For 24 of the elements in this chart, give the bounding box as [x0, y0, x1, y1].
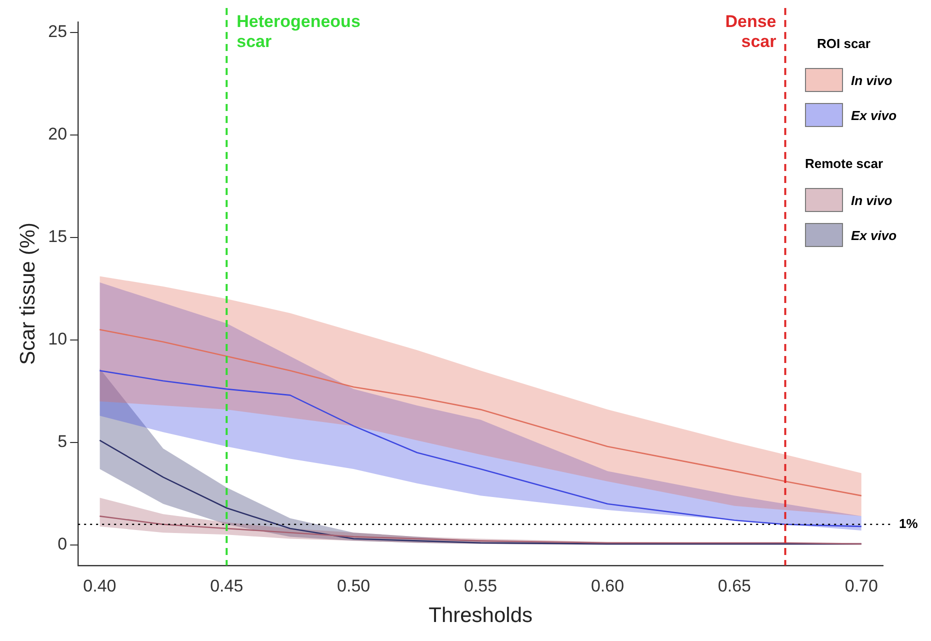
y-tick-label: 15: [48, 226, 68, 246]
ref-line-label: Heterogeneous scar: [236, 12, 360, 52]
ref-line-label: Dense scar: [725, 12, 777, 52]
ref-line-label: 1%: [899, 516, 918, 531]
legend-label: Ex vivo: [851, 108, 897, 122]
x-tick-label: 0.55: [464, 576, 498, 596]
text: Remote scar: [805, 156, 884, 171]
y-tick-label: 0: [58, 534, 68, 554]
x-tick-label: 0.65: [718, 576, 752, 596]
y-tick-label: 5: [58, 432, 68, 452]
x-tick-label: 0.40: [83, 576, 116, 596]
y-tick-label: 20: [48, 124, 68, 144]
x-tick-label: 0.60: [590, 576, 624, 596]
x-tick-label: 0.70: [844, 576, 878, 596]
y-axis-title: Scar tissue (%): [16, 222, 40, 365]
y-tick-label: 10: [48, 330, 68, 349]
x-axis-title: Thresholds: [428, 604, 532, 628]
x-tick-label: 0.45: [210, 576, 244, 596]
legend-label: In vivo: [851, 72, 892, 88]
legend-label: In vivo: [851, 192, 892, 208]
legend-label: Ex vivo: [851, 228, 897, 242]
text: ROI scar: [817, 36, 870, 51]
x-tick-label: 0.50: [337, 576, 370, 596]
y-tick-label: 25: [48, 22, 68, 41]
